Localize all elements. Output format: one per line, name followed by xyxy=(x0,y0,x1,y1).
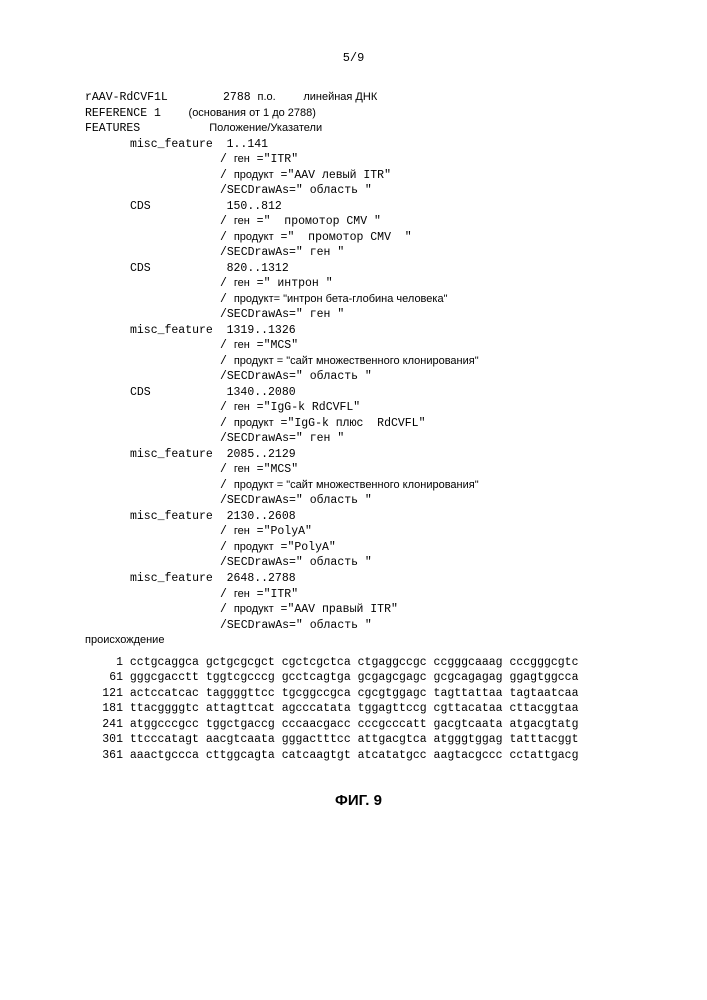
figure-label: ФИГ. 9 xyxy=(85,791,632,811)
text-line: misc_feature 1..141 xyxy=(130,137,632,153)
text-line: / ген ="MCS" xyxy=(220,462,632,478)
text-line: misc_feature 2648..2788 xyxy=(130,571,632,587)
text-line: misc_feature 2130..2608 xyxy=(130,509,632,525)
text-line: / ген ="PolyA" xyxy=(220,524,632,540)
sequence-line: 301 ttcccatagt aacgtcaata gggactttcc att… xyxy=(85,732,632,748)
text-line: /SECDrawAs=" ген " xyxy=(220,307,632,323)
text-line: / продукт ="AAV левый ITR" xyxy=(220,168,632,184)
text-line: /SECDrawAs=" область " xyxy=(220,369,632,385)
text-line: / продукт = "сайт множественного клониро… xyxy=(220,354,632,370)
text-line: / продукт ="AAV правый ITR" xyxy=(220,602,632,618)
text-line: / ген =" интрон " xyxy=(220,276,632,292)
text-line: rAAV-RdCVF1L 2788 п.о. линейная ДНК xyxy=(85,90,632,106)
sequence-line: 181 ttacggggtc attagttcat agcccatata tgg… xyxy=(85,701,632,717)
sequence-line: 61 gggcgacctt tggtcgcccg gcctcagtga gcga… xyxy=(85,670,632,686)
text-line: CDS 1340..2080 xyxy=(130,385,632,401)
sequence-line: 241 atggcccgcc tggctgaccg cccaacgacc ccc… xyxy=(85,717,632,733)
text-line: /SECDrawAs=" ген " xyxy=(220,245,632,261)
text-line: misc_feature 1319..1326 xyxy=(130,323,632,339)
sequence-block: 1 cctgcaggca gctgcgcgct cgctcgctca ctgag… xyxy=(85,655,632,764)
document-body: rAAV-RdCVF1L 2788 п.о. линейная ДНКREFER… xyxy=(85,90,632,763)
text-line: /SECDrawAs=" область " xyxy=(220,618,632,634)
text-line: / продукт = "сайт множественного клониро… xyxy=(220,478,632,494)
text-line: / ген ="ITR" xyxy=(220,587,632,603)
text-line: / продукт ="IgG-k плюс RdCVFL" xyxy=(220,416,632,432)
text-line: / ген =" промотор CMV " xyxy=(220,214,632,230)
text-line: /SECDrawAs=" область " xyxy=(220,555,632,571)
sequence-line: 1 cctgcaggca gctgcgcgct cgctcgctca ctgag… xyxy=(85,655,632,671)
text-line: REFERENCE 1 (основания от 1 до 2788) xyxy=(85,106,632,122)
sequence-line: 361 aaactgccca cttggcagta catcaagtgt atc… xyxy=(85,748,632,764)
text-line: / ген ="ITR" xyxy=(220,152,632,168)
page-number: 5/9 xyxy=(0,50,707,66)
sequence-line: 121 actccatcac taggggttcc tgcggccgca cgc… xyxy=(85,686,632,702)
text-line: misc_feature 2085..2129 xyxy=(130,447,632,463)
text-line: FEATURES Положение/Указатели xyxy=(85,121,632,137)
text-line: CDS 820..1312 xyxy=(130,261,632,277)
text-line: / продукт= "интрон бета-глобина человека… xyxy=(220,292,632,308)
text-line: / продукт ="PolyA" xyxy=(220,540,632,556)
text-line: / продукт =" промотор CMV " xyxy=(220,230,632,246)
text-line: /SECDrawAs=" область " xyxy=(220,183,632,199)
origin-label: происхождение xyxy=(85,633,632,649)
text-line: /SECDrawAs=" ген " xyxy=(220,431,632,447)
text-line: /SECDrawAs=" область " xyxy=(220,493,632,509)
text-line: / ген ="MCS" xyxy=(220,338,632,354)
text-line: / ген ="IgG-k RdCVFL" xyxy=(220,400,632,416)
text-line: CDS 150..812 xyxy=(130,199,632,215)
